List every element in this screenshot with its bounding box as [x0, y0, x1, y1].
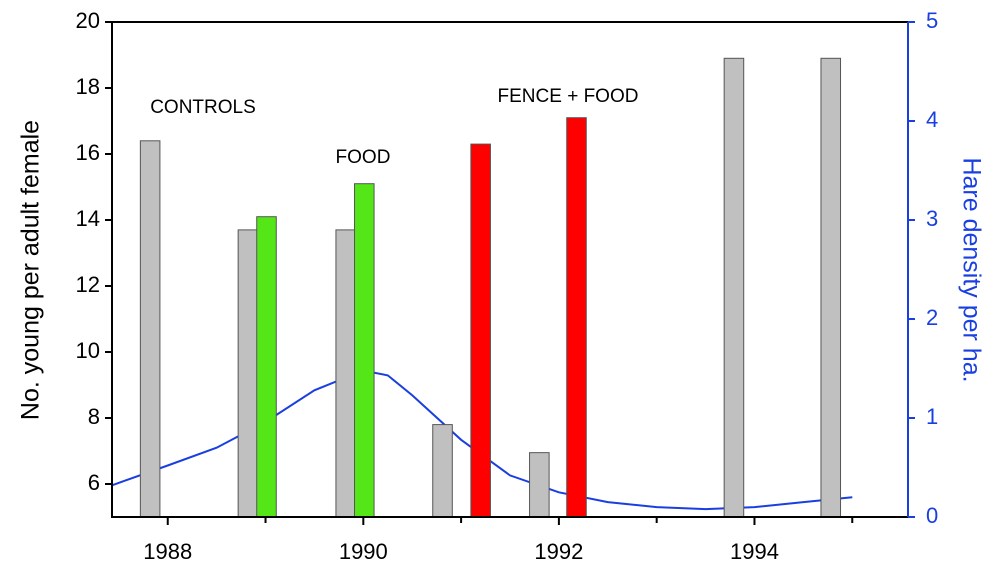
x-tick-label: 1990	[339, 539, 388, 564]
annotation: CONTROLS	[150, 97, 256, 118]
bar	[432, 424, 453, 518]
annotation: FOOD	[336, 147, 391, 168]
bar	[820, 57, 842, 518]
bar	[723, 57, 745, 518]
y-tick-label: 10	[76, 338, 100, 363]
y2-tick-label: 2	[926, 305, 938, 330]
y2-axis-label: Hare density per ha.	[957, 157, 985, 382]
bar	[335, 229, 356, 518]
bar	[139, 140, 161, 518]
bar	[470, 143, 491, 518]
bar	[256, 216, 277, 518]
bar	[354, 183, 375, 518]
bar	[237, 229, 259, 518]
x-tick-label: 1988	[143, 539, 192, 564]
y-tick-label: 12	[76, 272, 100, 297]
annotation: FENCE + FOOD	[498, 86, 639, 107]
x-tick-label: 1992	[534, 539, 583, 564]
y-tick-label: 20	[76, 8, 100, 33]
bar	[529, 452, 550, 518]
x-tick-label: 1994	[730, 539, 779, 564]
y2-tick-label: 3	[926, 206, 938, 231]
y2-tick-label: 0	[926, 503, 938, 528]
y-tick-label: 8	[88, 404, 100, 429]
y-tick-label: 14	[76, 206, 100, 231]
y-tick-label: 18	[76, 74, 100, 99]
y-tick-label: 6	[88, 470, 100, 495]
y-tick-label: 16	[76, 140, 100, 165]
y2-tick-label: 5	[926, 8, 938, 33]
y2-tick-label: 1	[926, 404, 938, 429]
y2-tick-label: 4	[926, 107, 938, 132]
bar	[566, 117, 587, 518]
y-axis-label: No. young per adult female	[17, 120, 45, 420]
